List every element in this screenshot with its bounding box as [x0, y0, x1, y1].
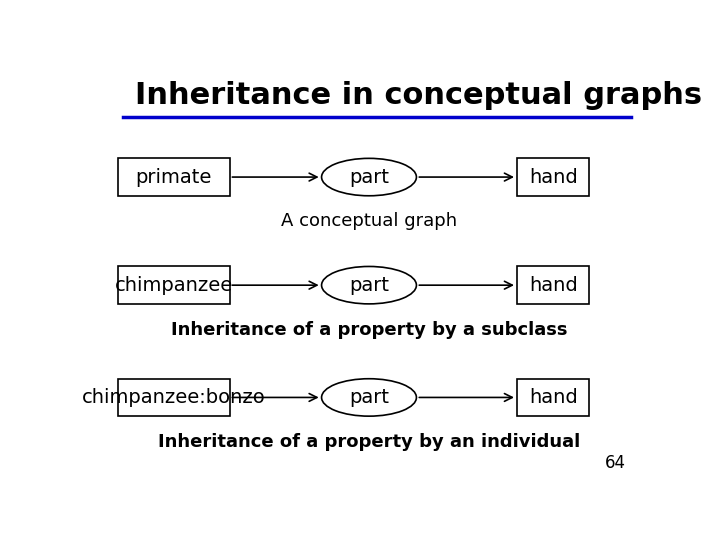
- Text: hand: hand: [528, 388, 577, 407]
- Text: Inheritance in conceptual graphs: Inheritance in conceptual graphs: [135, 82, 702, 111]
- FancyBboxPatch shape: [517, 158, 590, 196]
- Text: A conceptual graph: A conceptual graph: [281, 212, 457, 231]
- FancyBboxPatch shape: [118, 266, 230, 304]
- Text: 64: 64: [605, 454, 626, 472]
- Ellipse shape: [322, 379, 416, 416]
- Ellipse shape: [322, 158, 416, 196]
- Text: chimpanzee: chimpanzee: [114, 276, 233, 295]
- Text: Inheritance of a property by an individual: Inheritance of a property by an individu…: [158, 433, 580, 451]
- Text: part: part: [349, 167, 389, 186]
- Text: part: part: [349, 388, 389, 407]
- FancyBboxPatch shape: [517, 266, 590, 304]
- Text: Inheritance of a property by a subclass: Inheritance of a property by a subclass: [171, 321, 567, 339]
- Text: chimpanzee:bonzo: chimpanzee:bonzo: [82, 388, 266, 407]
- Text: part: part: [349, 276, 389, 295]
- Text: hand: hand: [528, 276, 577, 295]
- Text: primate: primate: [135, 167, 212, 186]
- Text: hand: hand: [528, 167, 577, 186]
- Ellipse shape: [322, 266, 416, 304]
- FancyBboxPatch shape: [517, 379, 590, 416]
- FancyBboxPatch shape: [118, 158, 230, 196]
- FancyBboxPatch shape: [118, 379, 230, 416]
